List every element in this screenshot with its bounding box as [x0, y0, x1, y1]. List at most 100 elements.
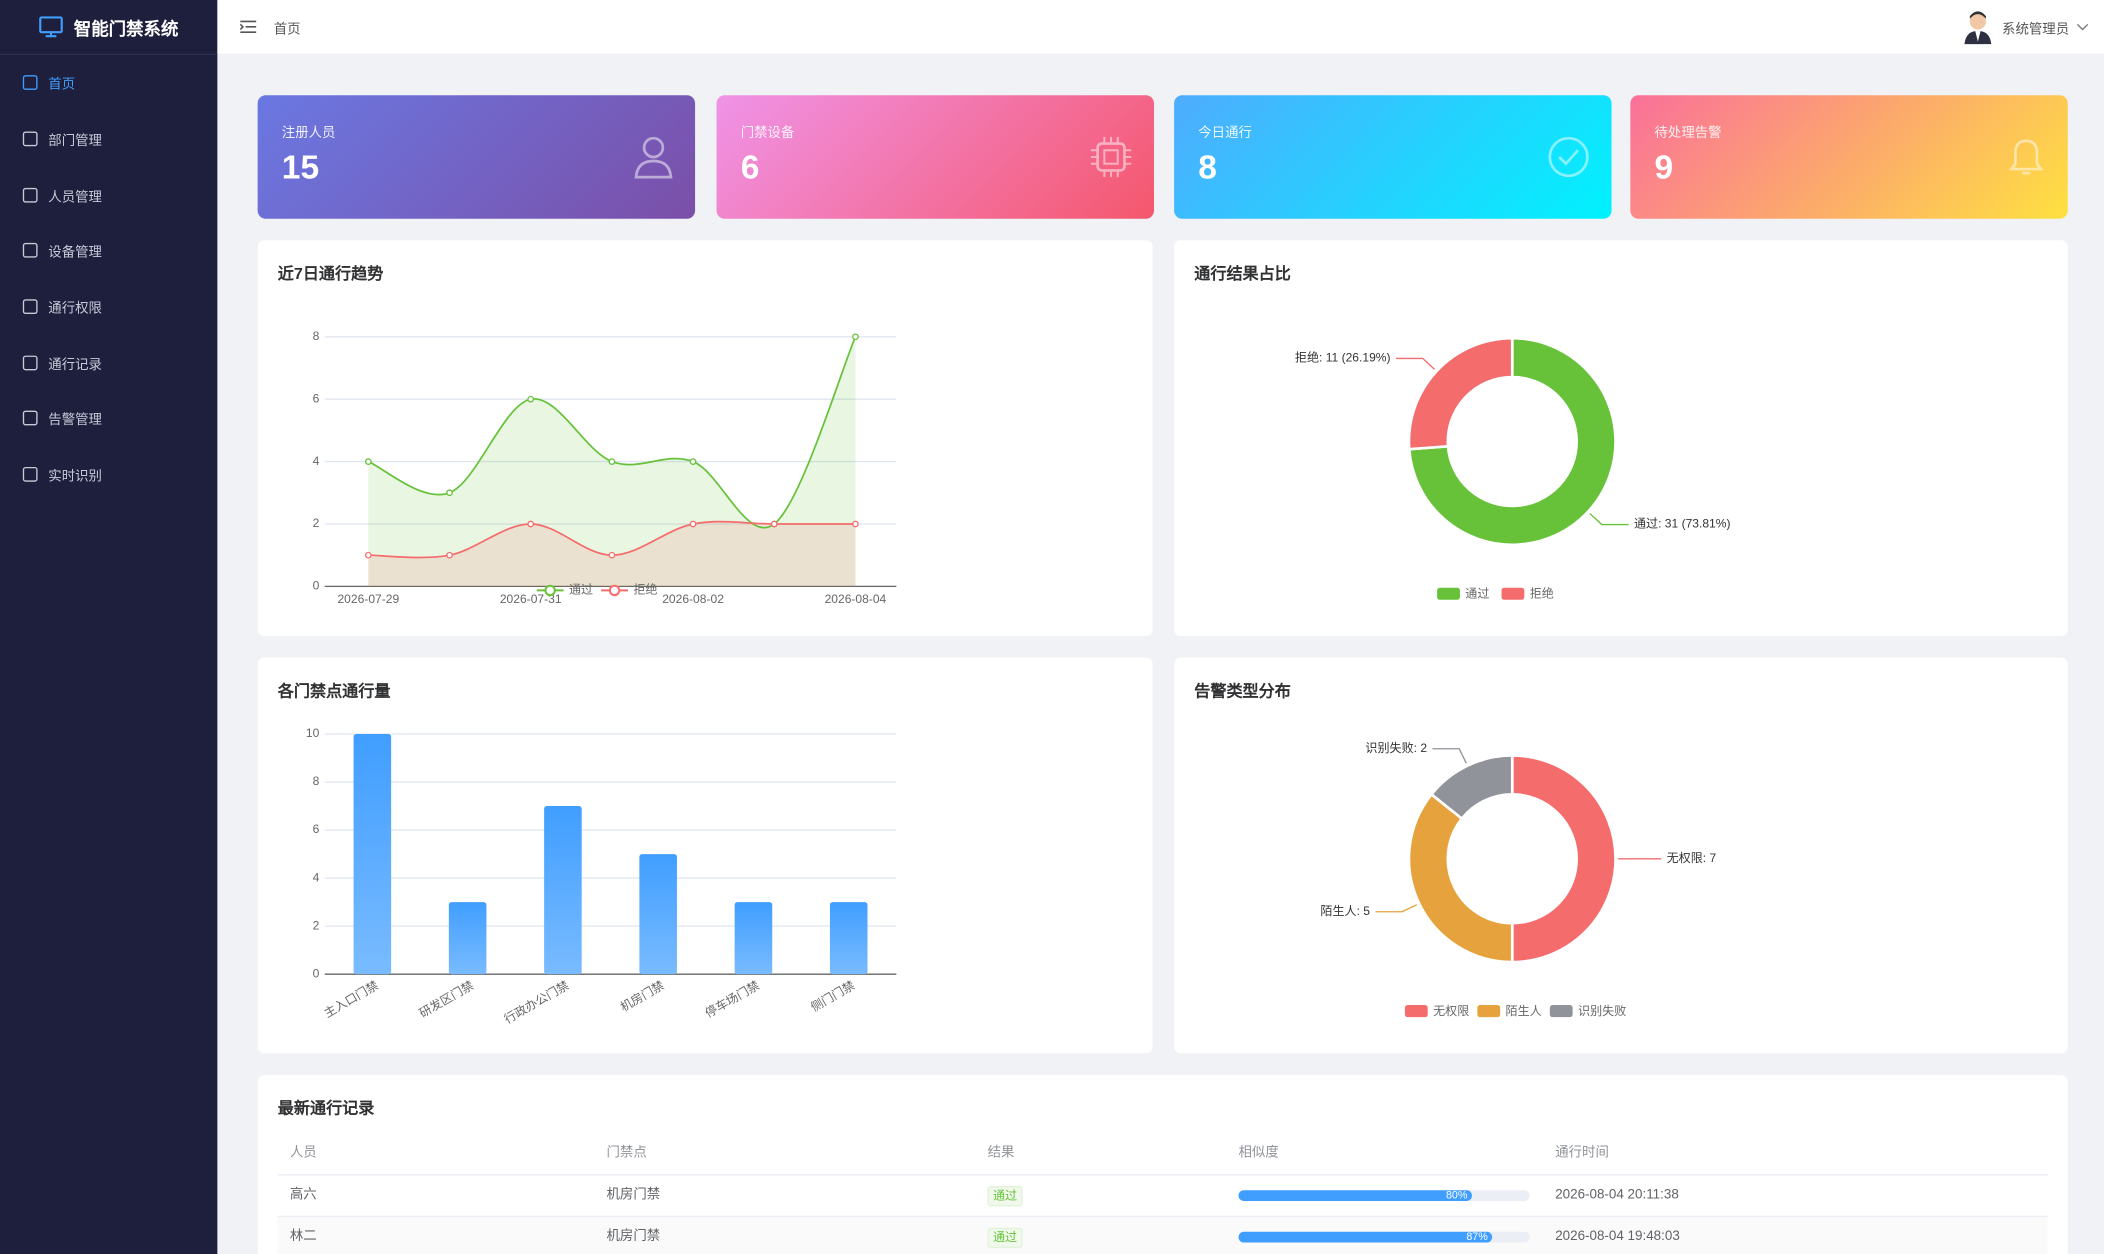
- bar: [448, 902, 487, 975]
- logo: [39, 16, 63, 38]
- point: [608, 551, 616, 559]
- nav-item[interactable]: 通行权限: [0, 279, 217, 335]
- chart-title: 各门禁点通行量: [277, 681, 391, 701]
- column-header: 门禁点: [606, 1145, 647, 1161]
- nav-label: 设备管理: [48, 246, 102, 261]
- nav-label: 通行权限: [48, 302, 102, 317]
- point: [852, 520, 859, 528]
- bar: [639, 854, 677, 975]
- point: [852, 333, 859, 341]
- similarity-track: 80%: [1238, 1190, 1530, 1201]
- legend-label: 拒绝: [1530, 586, 1554, 601]
- slice: [1510, 754, 1617, 964]
- nav-item[interactable]: 设备管理: [0, 223, 217, 279]
- stat-value: 9: [1654, 148, 1674, 187]
- column-header: 结果: [987, 1145, 1015, 1161]
- point: [527, 520, 535, 528]
- nav-label: 实时识别: [48, 469, 102, 485]
- table-cell: 林二: [289, 1229, 317, 1244]
- x-tick-label: 2026-08-04: [825, 592, 887, 606]
- bar: [544, 806, 582, 975]
- nav-icon: [22, 131, 38, 147]
- user-menu[interactable]: 系统管理员: [1962, 9, 2088, 45]
- y-tick-label: 2: [313, 918, 320, 932]
- caret: [2077, 23, 2088, 30]
- label-line: [1395, 357, 1436, 370]
- slice: [1429, 754, 1514, 821]
- x-tick-label: 2026-08-02: [662, 592, 724, 606]
- nav-label: 人员管理: [48, 190, 102, 205]
- sidebar: 智能门禁系统 首页部门管理人员管理设备管理通行权限通行记录告警管理实时识别: [0, 0, 218, 1254]
- label-line: [1432, 748, 1467, 764]
- point: [446, 489, 453, 497]
- bar: [353, 733, 392, 975]
- legend-icon: [1404, 1005, 1428, 1018]
- slice-label: 通过: 31 (73.81%): [1634, 517, 1731, 531]
- y-tick-label: 4: [313, 454, 320, 468]
- slice: [1407, 336, 1514, 451]
- column-header: 相似度: [1238, 1145, 1279, 1161]
- stat-label: 注册人员: [281, 126, 336, 141]
- nav-label: 首页: [48, 78, 76, 94]
- point: [689, 458, 697, 465]
- brand: 智能门禁系统: [0, 0, 218, 56]
- legend-label: 无权限: [1433, 1004, 1469, 1018]
- icon: [2008, 139, 2044, 175]
- x-tick-label: 行政办公门禁: [501, 977, 571, 1026]
- nav-item[interactable]: 人员管理: [0, 167, 217, 223]
- nav-item[interactable]: 告警管理: [0, 391, 217, 447]
- legend-icon: [544, 584, 556, 597]
- stat-card: 门禁设备 6: [716, 95, 1154, 219]
- slice-label: 拒绝: 11 (26.19%): [1295, 350, 1391, 365]
- table-cell: 2026-08-04 20:11:38: [1555, 1187, 1679, 1203]
- nav-item[interactable]: 部门管理: [0, 111, 217, 167]
- nav-icon: [22, 467, 38, 482]
- table-row: 高六 机房门禁 通过 80% 2026-08-04 20:11:38: [277, 1175, 2048, 1218]
- x-tick-label: 2026-07-29: [337, 592, 399, 606]
- nav-label: 部门管理: [48, 134, 102, 149]
- result-tag: 通过: [987, 1186, 1023, 1207]
- x-tick-label: 停车场门禁: [702, 977, 762, 1020]
- x-tick-label: 侧门门禁: [808, 977, 857, 1014]
- x-tick-label: 主入口门禁: [321, 977, 381, 1020]
- legend-label: 通过: [569, 583, 593, 597]
- nav-label: 通行记录: [48, 357, 102, 373]
- nav-item[interactable]: 首页: [0, 55, 217, 111]
- legend-icon: [1477, 1005, 1501, 1018]
- nav-item[interactable]: 实时识别: [0, 447, 217, 503]
- table-cell: 机房门禁: [606, 1187, 661, 1203]
- nav-label: 告警管理: [48, 413, 102, 429]
- y-tick-label: 0: [313, 966, 320, 980]
- point: [770, 520, 778, 528]
- y-tick-label: 6: [313, 391, 320, 405]
- label-line: [1589, 513, 1629, 526]
- label-line: [1375, 904, 1418, 913]
- y-tick-label: 8: [313, 774, 320, 788]
- result-tag: 通过: [987, 1227, 1023, 1248]
- slice-label: 识别失败: 2: [1365, 740, 1427, 755]
- table-cell: 机房门禁: [606, 1229, 661, 1244]
- x-tick-label: 研发区门禁: [416, 977, 476, 1020]
- chart-title: 通行结果占比: [1194, 264, 1291, 284]
- table: 人员 门禁点 结果 相似度 通行时间 高六 机房门禁 通过 80% 2026-08-04 20:1…: [277, 1134, 2048, 1254]
- table-cell: 2026-08-04 19:48:03: [1555, 1229, 1680, 1244]
- slice: [1407, 792, 1514, 964]
- x-tick-label: 2026-07-31: [500, 592, 562, 606]
- nav-item[interactable]: 通行记录: [0, 335, 217, 391]
- line: [367, 336, 857, 529]
- chart-title: 近7日通行趋势: [277, 264, 384, 284]
- menu-toggle[interactable]: [240, 20, 257, 34]
- stat-label: 待处理告警: [1654, 126, 1722, 141]
- nav-icon: [22, 75, 38, 91]
- point: [364, 458, 372, 465]
- stat-value: 8: [1198, 148, 1217, 187]
- nav-icon: [22, 299, 38, 315]
- legend-label: 识别失败: [1578, 1003, 1626, 1018]
- point: [527, 395, 535, 403]
- table-panel: 最新通行记录 人员 门禁点 结果 相似度 通行时间 高六 机房门禁 通过 80% 2026-08-…: [257, 1074, 2068, 1254]
- avatar: [1964, 11, 1992, 45]
- y-tick-label: 6: [313, 822, 320, 836]
- legend-icon: [608, 584, 621, 597]
